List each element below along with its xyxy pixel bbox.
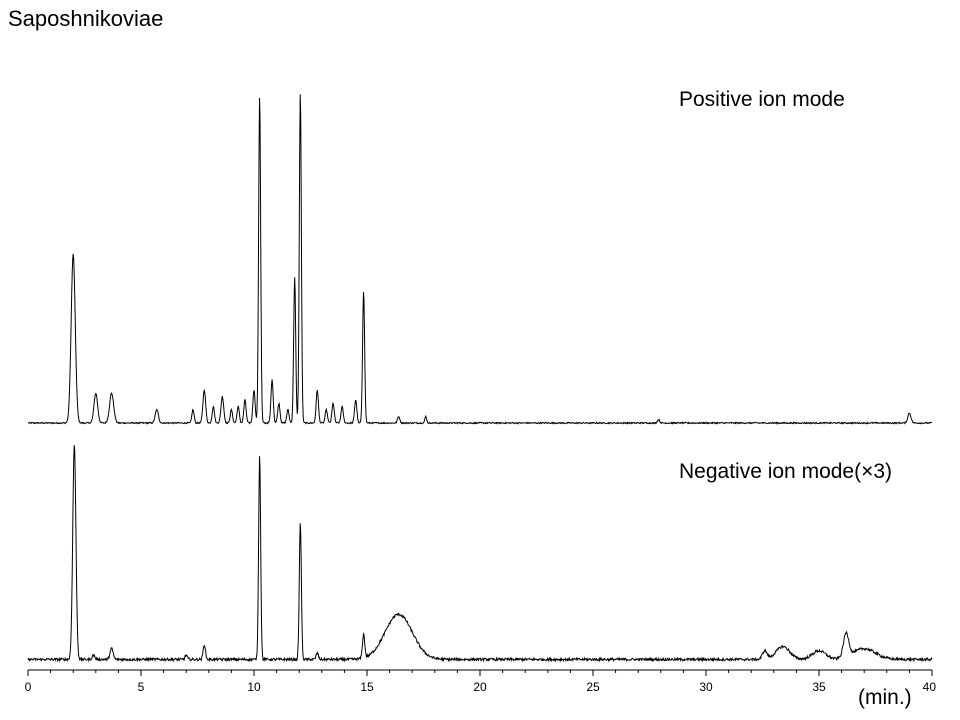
series-label-negative: Negative ion mode(×3) — [679, 460, 893, 483]
x-tick-label: 10 — [247, 680, 261, 694]
x-tick-label: 25 — [586, 680, 600, 694]
x-tick-label: 0 — [25, 680, 32, 694]
x-axis-unit-label: (min.) — [858, 686, 912, 709]
x-tick-label: 35 — [812, 680, 826, 694]
x-tick-label: 5 — [138, 680, 145, 694]
x-tick-label: 15 — [360, 680, 374, 694]
series-label-positive: Positive ion mode — [679, 88, 845, 111]
x-tick-label: 40 — [923, 680, 937, 694]
x-axis: 0 5 10 15 20 25 30 35 40 — [25, 669, 937, 694]
x-tick-label: 30 — [699, 680, 713, 694]
series-layer — [27, 94, 933, 663]
series-line-positive — [27, 94, 933, 425]
x-tick-label: 20 — [473, 680, 487, 694]
series-line-negative — [27, 445, 933, 663]
chart-title: Saposhnikoviae — [8, 6, 164, 31]
